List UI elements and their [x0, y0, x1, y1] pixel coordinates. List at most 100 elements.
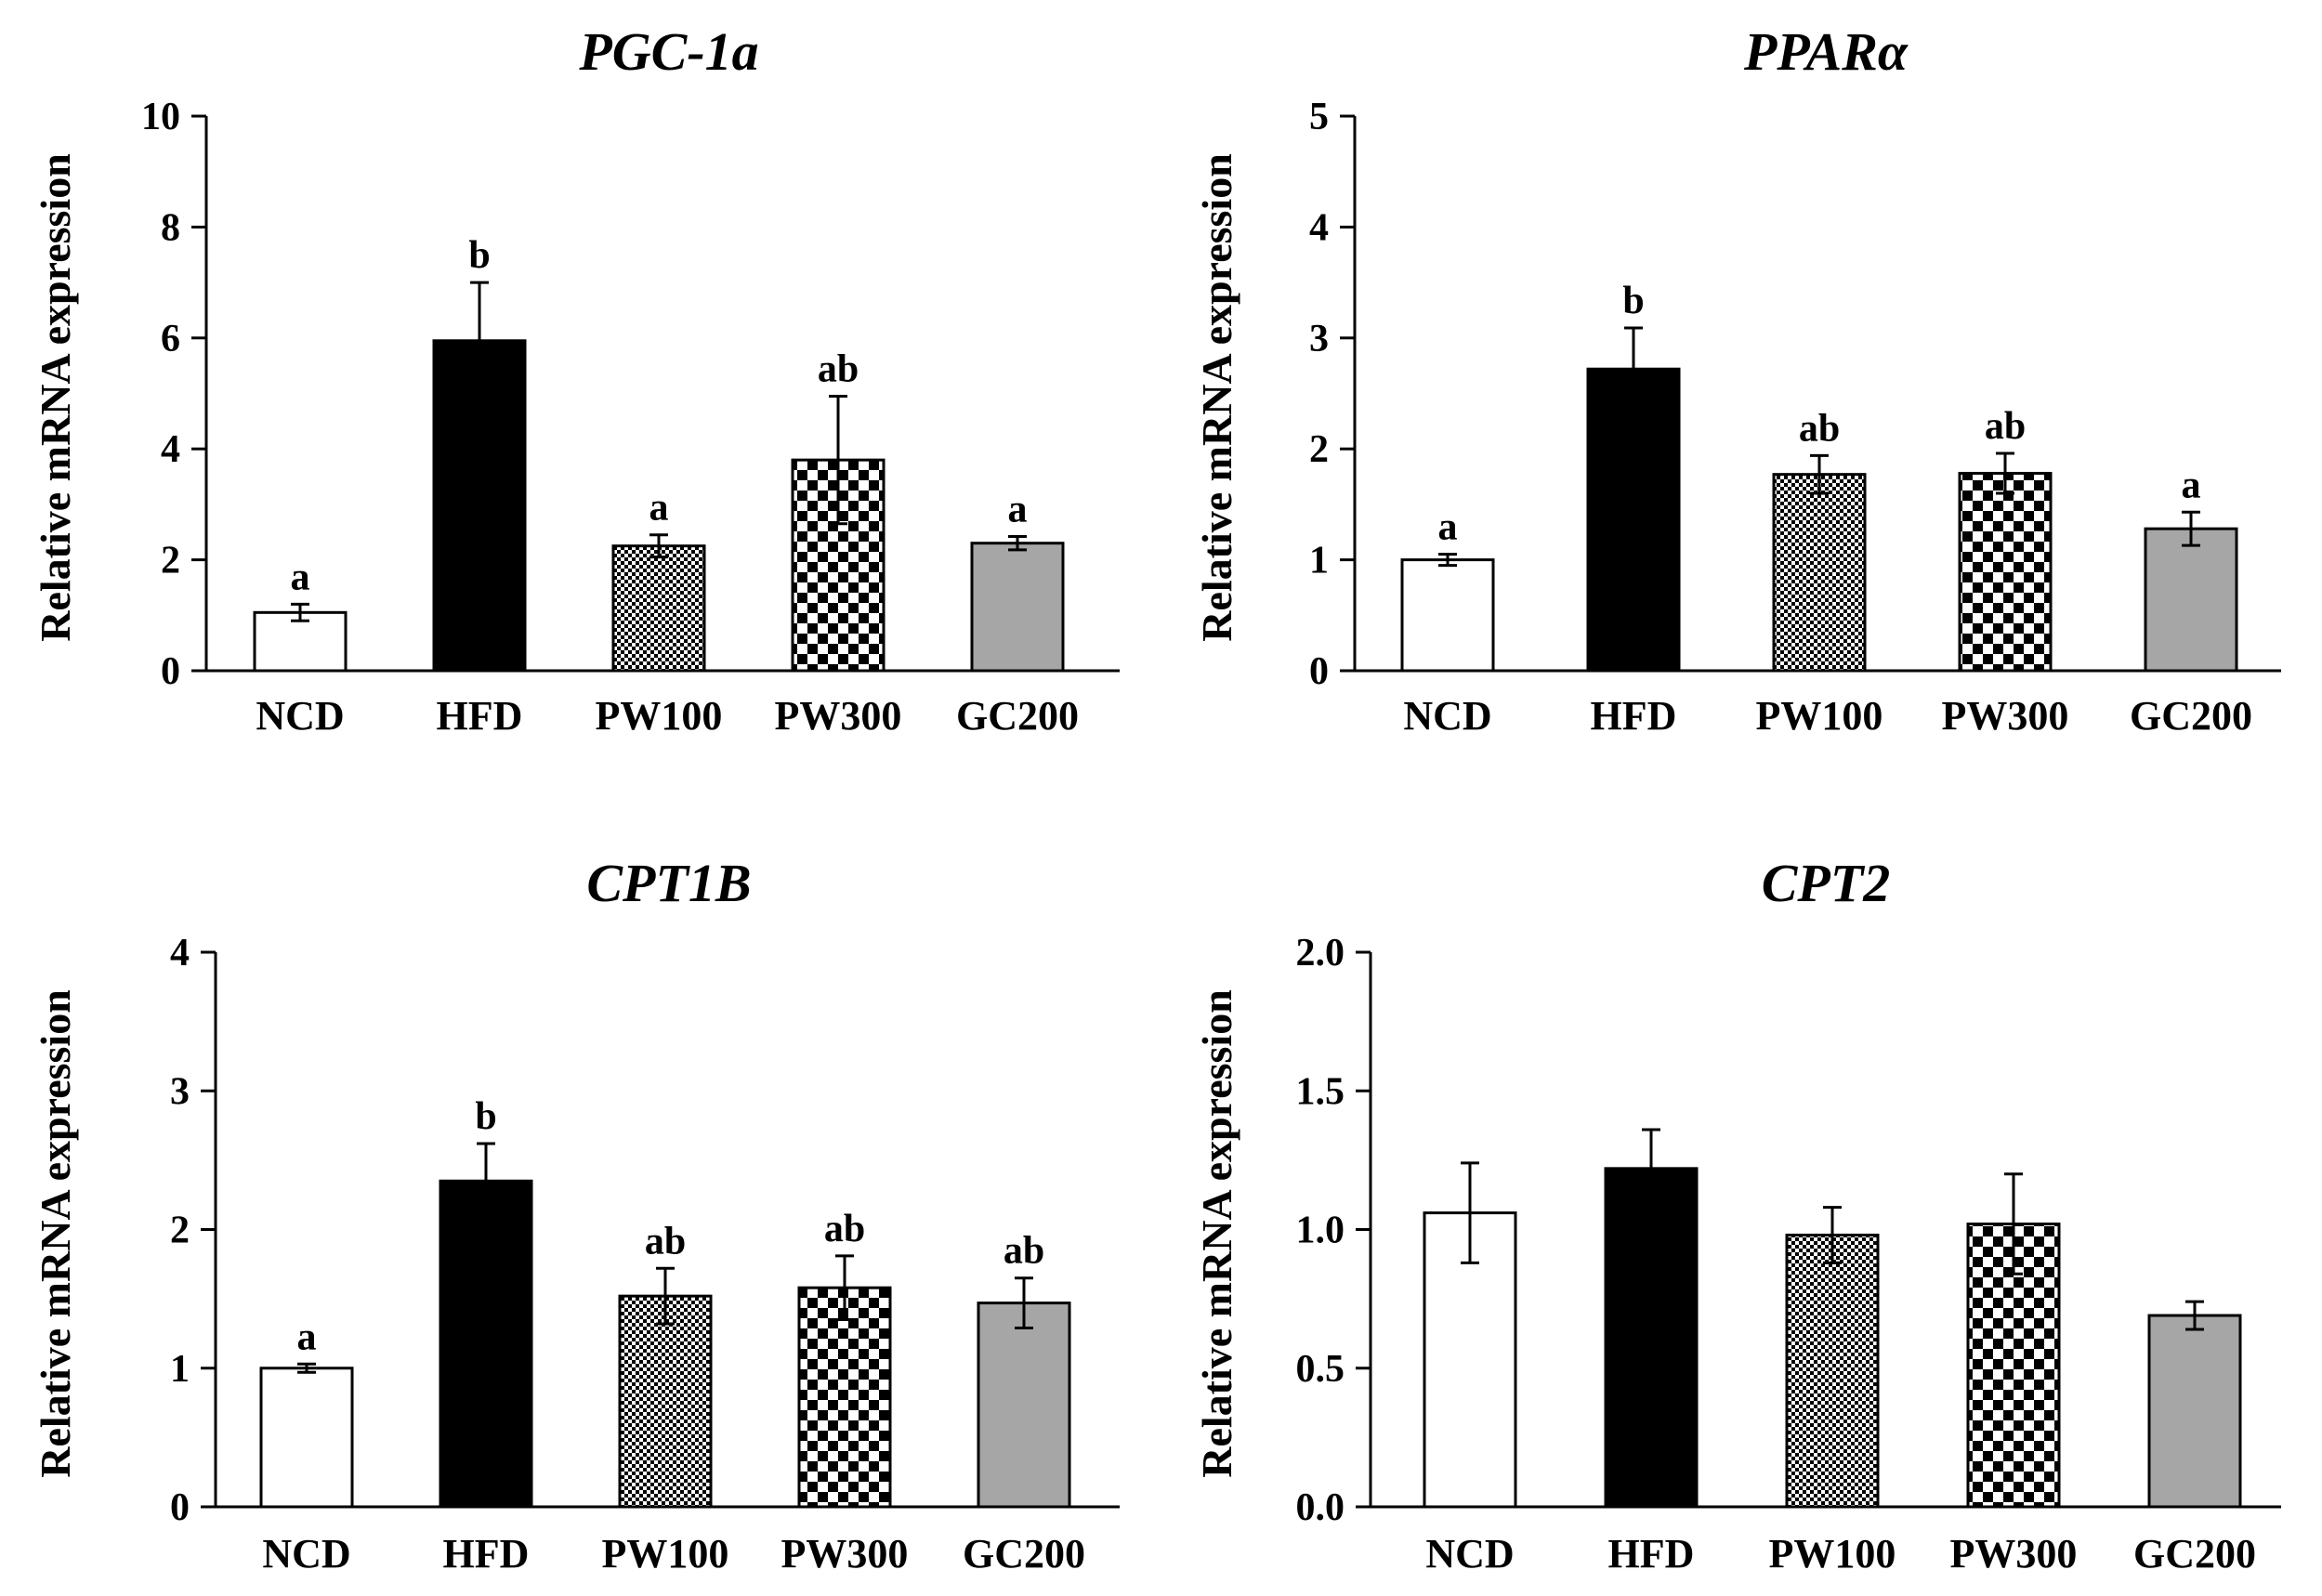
x-category-label: HFD — [1591, 693, 1677, 739]
x-category-label: NCD — [1403, 693, 1491, 739]
error-bar-pw100 — [1810, 453, 1829, 495]
y-tick-label: 2.0 — [1296, 932, 1345, 975]
y-tick-label: 1 — [1309, 540, 1329, 582]
x-category-label: GC200 — [956, 693, 1079, 739]
bar-gc200 — [977, 1302, 1071, 1509]
y-tick-label: 2 — [1309, 428, 1329, 471]
y-tick-label: 10 — [141, 96, 180, 138]
error-bar-hfd — [1642, 1128, 1660, 1210]
y-ticks: 0 1 2 3 4 5 — [1309, 96, 1355, 693]
y-axis-label: Relative mRNA expression — [1193, 989, 1240, 1478]
x-category-label: PW300 — [1942, 693, 2069, 739]
error-bar-pw300 — [829, 394, 847, 526]
bar-hfd — [1586, 367, 1681, 673]
significance-label: a — [1438, 506, 1458, 549]
x-category-label: GC200 — [2133, 1531, 2256, 1576]
y-tick-label: 0 — [161, 650, 180, 693]
y-tick-label: 0 — [170, 1486, 190, 1529]
y-tick-label: 0.0 — [1296, 1486, 1345, 1529]
y-tick-label: 8 — [161, 206, 180, 249]
error-bar-ncd — [1461, 1161, 1479, 1264]
significance-label: b — [1622, 280, 1644, 322]
y-tick-label: 2 — [161, 540, 180, 582]
y-tick-label: 3 — [1309, 318, 1329, 360]
error-bar-pw300 — [2004, 1172, 2023, 1275]
x-category-label: NCD — [262, 1531, 350, 1576]
x-category-label: PW300 — [775, 693, 902, 739]
bar-pw300 — [1958, 471, 2053, 673]
bar-ncd — [259, 1367, 354, 1509]
y-tick-label: 1 — [170, 1348, 190, 1391]
significance-label: a — [649, 487, 669, 530]
error-bar-pw100 — [1823, 1206, 1842, 1264]
x-category-label: NCD — [256, 693, 344, 739]
x-category-label: NCD — [1425, 1531, 1514, 1576]
y-tick-label: 0 — [1309, 650, 1329, 693]
y-ticks: 0 2 4 6 8 10 — [141, 96, 206, 693]
x-category-label: HFD — [1608, 1531, 1695, 1576]
y-tick-label: 1.5 — [1296, 1070, 1345, 1113]
x-category-label: PW100 — [596, 693, 723, 739]
significance-label: a — [297, 1315, 317, 1358]
y-tick-label: 4 — [170, 932, 190, 975]
x-categories: NCD HFD PW100 PW300 GC200 — [262, 1531, 1085, 1576]
y-tick-label: 4 — [161, 428, 180, 471]
x-category-label: PW300 — [1950, 1531, 2078, 1576]
x-category-label: HFD — [437, 693, 523, 739]
x-category-label: PW100 — [602, 1531, 729, 1576]
y-tick-label: 5 — [1309, 96, 1329, 138]
error-bar-ncd — [1438, 553, 1457, 568]
significance-label: ab — [1985, 405, 2026, 448]
significance-label: ab — [1004, 1230, 1044, 1273]
x-category-label: PW300 — [781, 1531, 909, 1576]
error-bar-gc200 — [1015, 1276, 1033, 1329]
bar-gc200 — [2147, 1314, 2242, 1509]
error-bar-ncd — [297, 1362, 316, 1374]
error-bar-hfd — [1624, 326, 1643, 412]
error-bar-gc200 — [2185, 1300, 2204, 1331]
bar-pw100 — [1772, 473, 1867, 673]
y-ticks: 0.0 0.5 1.0 1.5 2.0 — [1296, 932, 1371, 1529]
significance-label: b — [475, 1095, 496, 1138]
y-tick-label: 2 — [170, 1210, 190, 1252]
error-bar-pw300 — [835, 1254, 854, 1322]
bar-ncd — [1400, 558, 1495, 673]
error-bar-gc200 — [1008, 535, 1027, 552]
y-tick-label: 4 — [1309, 206, 1329, 249]
bar-gc200 — [970, 542, 1065, 673]
y-axis-label: Relative mRNA expression — [32, 153, 79, 642]
bar-pw100 — [1785, 1233, 1880, 1509]
y-tick-label: 6 — [161, 318, 180, 360]
y-tick-label: 3 — [170, 1070, 190, 1113]
axes — [1369, 952, 2281, 1509]
error-bar-gc200 — [2182, 510, 2200, 547]
axes — [1353, 116, 2281, 673]
significance-label: a — [1008, 489, 1028, 531]
bar-pw100 — [611, 544, 706, 673]
error-bar-pw100 — [656, 1266, 675, 1326]
significance-label: a — [291, 556, 310, 598]
x-category-label: PW100 — [1756, 693, 1883, 739]
significance-label: ab — [645, 1220, 686, 1262]
error-bar-hfd — [477, 1142, 495, 1221]
y-ticks: 0 1 2 3 4 — [170, 932, 216, 1529]
x-category-label: GC200 — [2130, 693, 2252, 739]
significance-label: a — [2182, 464, 2201, 506]
chart-title: CPT2 — [1762, 853, 1891, 913]
error-bar-hfd — [470, 281, 489, 400]
chart-title: PGC-1a — [578, 21, 758, 82]
error-bar-pw300 — [1996, 451, 2014, 495]
x-category-label: GC200 — [963, 1531, 1085, 1576]
y-tick-label: 0.5 — [1296, 1348, 1345, 1391]
y-axis-label: Relative mRNA expression — [32, 989, 79, 1478]
chart-title: PPARα — [1743, 21, 1909, 82]
bar-pw100 — [618, 1294, 713, 1509]
error-bar-pw100 — [649, 533, 668, 559]
significance-label: ab — [824, 1208, 865, 1250]
